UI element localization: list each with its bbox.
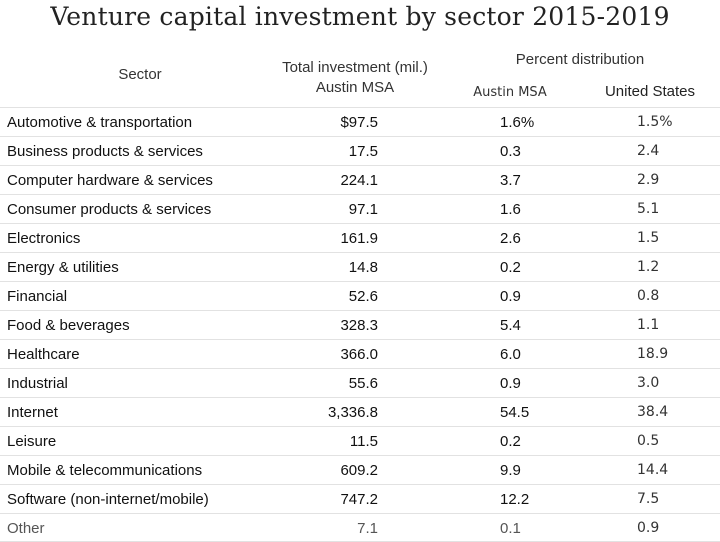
table-row: Healthcare 366.0 6.0 18.9 xyxy=(0,339,720,368)
cell-sector: Software (non-internet/mobile) xyxy=(7,491,209,508)
cell-total-investment: 161.9 xyxy=(340,230,378,247)
cell-us-percent: 1.5% xyxy=(637,114,673,130)
cell-austin-percent: 1.6 xyxy=(500,201,521,218)
cell-sector: Healthcare xyxy=(7,346,80,363)
cell-sector: Industrial xyxy=(7,375,68,392)
cell-total-investment: 328.3 xyxy=(340,317,378,334)
cell-sector: Mobile & telecommunications xyxy=(7,462,203,479)
cell-us-percent: 1.2 xyxy=(637,259,660,275)
table-row: Electronics 161.9 2.6 1.5 xyxy=(0,223,720,252)
column-header-total-investment: Total investment (mil.) Austin MSA xyxy=(270,58,440,98)
cell-austin-percent: 5.4 xyxy=(500,317,521,334)
cell-austin-percent: 9.9 xyxy=(500,462,521,479)
column-header-total-line1: Total investment (mil.) xyxy=(282,59,428,76)
cell-total-investment: 3,336.8 xyxy=(327,404,378,421)
cell-total-investment: 7.1 xyxy=(357,520,378,537)
table-row: Energy & utilities 14.8 0.2 1.2 xyxy=(0,252,720,281)
cell-austin-percent: 1.6% xyxy=(500,114,535,131)
cell-us-percent: 7.5 xyxy=(637,491,660,507)
table-row: Business products & services 17.5 0.3 2.4 xyxy=(0,136,720,165)
cell-sector: Other xyxy=(7,520,45,537)
table-row: Software (non-internet/mobile) 747.2 12.2 7… xyxy=(0,484,720,513)
column-header-total-line2: Austin MSA xyxy=(315,79,395,96)
table-row: Automotive & transportation $97.5 1.6% 1.5% xyxy=(0,107,720,136)
cell-sector: Financial xyxy=(7,288,68,305)
cell-us-percent: 0.8 xyxy=(637,288,660,304)
table-row: Mobile & telecommunications 609.2 9.9 14.4 xyxy=(0,455,720,484)
cell-sector: Business products & services xyxy=(7,143,203,160)
cell-us-percent: 0.9 xyxy=(637,520,660,536)
data-table: Automotive & transportation $97.5 1.6% 1.5%… xyxy=(0,107,720,542)
table-row: Food & beverages 328.3 5.4 1.1 xyxy=(0,310,720,339)
column-header-percent-distribution: Percent distribution xyxy=(515,51,645,68)
column-header-sector: Sector xyxy=(118,66,162,83)
cell-total-investment: $97.5 xyxy=(340,114,378,131)
table-row: Internet 3,336.8 54.5 38.4 xyxy=(0,397,720,426)
cell-total-investment: 14.8 xyxy=(348,259,378,276)
cell-austin-percent: 12.2 xyxy=(500,491,530,508)
cell-austin-percent: 3.7 xyxy=(500,172,521,189)
cell-sector: Consumer products & services xyxy=(7,201,212,218)
cell-austin-percent: 0.2 xyxy=(500,259,521,276)
cell-sector: Energy & utilities xyxy=(7,259,119,276)
cell-sector: Automotive & transportation xyxy=(7,114,193,131)
cell-total-investment: 17.5 xyxy=(348,143,378,160)
table-row: Leisure 11.5 0.2 0.5 xyxy=(0,426,720,455)
cell-us-percent: 2.9 xyxy=(637,172,660,188)
cell-austin-percent: 0.9 xyxy=(500,375,521,392)
cell-us-percent: 0.5 xyxy=(637,433,660,449)
cell-austin-percent: 0.9 xyxy=(500,288,521,305)
cell-total-investment: 55.6 xyxy=(348,375,378,392)
cell-total-investment: 224.1 xyxy=(340,172,378,189)
column-header-austin-msa: Austin MSA xyxy=(473,85,547,100)
table-row: Industrial 55.6 0.9 3.0 xyxy=(0,368,720,397)
cell-total-investment: 747.2 xyxy=(340,491,378,508)
table-row: Other 7.1 0.1 0.9 xyxy=(0,513,720,542)
table-row: Financial 52.6 0.9 0.8 xyxy=(0,281,720,310)
cell-us-percent: 2.4 xyxy=(637,143,660,159)
cell-total-investment: 11.5 xyxy=(349,433,378,450)
cell-us-percent: 3.0 xyxy=(637,375,660,391)
cell-sector: Food & beverages xyxy=(7,317,130,334)
table-row: Consumer products & services 97.1 1.6 5.1 xyxy=(0,194,720,223)
column-header-united-states: United States xyxy=(604,83,696,100)
cell-total-investment: 366.0 xyxy=(340,346,378,363)
cell-us-percent: 5.1 xyxy=(637,201,660,217)
cell-sector: Internet xyxy=(7,404,58,421)
cell-us-percent: 18.9 xyxy=(637,346,669,362)
cell-total-investment: 609.2 xyxy=(340,462,378,479)
cell-austin-percent: 54.5 xyxy=(500,404,530,421)
table-row: Computer hardware & services 224.1 3.7 2.9 xyxy=(0,165,720,194)
cell-sector: Computer hardware & services xyxy=(7,172,213,189)
cell-sector: Leisure xyxy=(7,433,57,450)
cell-austin-percent: 0.2 xyxy=(500,433,521,450)
cell-sector: Electronics xyxy=(7,230,81,247)
cell-total-investment: 97.1 xyxy=(348,201,378,218)
cell-us-percent: 14.4 xyxy=(637,462,669,478)
cell-us-percent: 38.4 xyxy=(637,404,669,420)
cell-us-percent: 1.1 xyxy=(637,317,660,333)
cell-austin-percent: 0.3 xyxy=(500,143,521,160)
cell-austin-percent: 2.6 xyxy=(500,230,521,247)
cell-total-investment: 52.6 xyxy=(348,288,378,305)
cell-austin-percent: 0.1 xyxy=(500,520,521,537)
cell-austin-percent: 6.0 xyxy=(500,346,521,363)
page-title: Venture capital investment by sector 201… xyxy=(50,2,670,31)
cell-us-percent: 1.5 xyxy=(637,230,660,246)
